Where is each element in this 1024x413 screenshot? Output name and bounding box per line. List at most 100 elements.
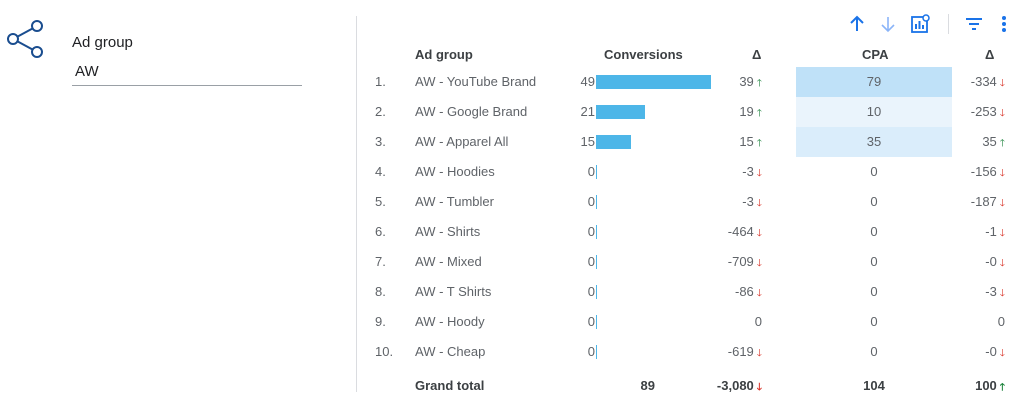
- conversions-value: 0: [587, 254, 595, 269]
- ad-group-name: AW - Apparel All: [415, 134, 509, 149]
- delta-conversions-value: -619: [727, 344, 754, 359]
- arrow-down-icon: 🡓: [999, 258, 1005, 269]
- header-delta-conversions[interactable]: Δ: [752, 47, 762, 62]
- arrow-up-icon: 🡑: [756, 78, 762, 89]
- conversions-bar: [596, 225, 597, 239]
- delta-conversions-value: 19: [739, 104, 754, 119]
- conversions-value: 0: [587, 344, 595, 359]
- ad-group-filter-input[interactable]: [72, 58, 302, 86]
- arrow-down-icon: 🡓: [999, 348, 1005, 359]
- grand-total-delta-conversions: -3,080 🡓: [672, 371, 762, 401]
- row-index: 7.: [375, 254, 386, 269]
- cpa-value: 0: [870, 194, 878, 209]
- grand-total-delta-conversions-value: -3,080: [716, 378, 754, 393]
- table-row[interactable]: 5. AW - Tumbler 0 -3 🡓 0 -187 🡓: [360, 187, 1020, 217]
- delta-conversions-value: 0: [754, 314, 762, 329]
- delta-cpa-value: -1: [985, 224, 997, 239]
- arrow-down-icon: 🡓: [999, 108, 1005, 119]
- chart-explore-icon: [911, 14, 930, 33]
- delta-conversions: 39 🡑: [672, 67, 762, 97]
- table-row[interactable]: 1. AW - YouTube Brand 49 39 🡑 79 -334 🡓: [360, 67, 1020, 97]
- conversions-value: 0: [587, 164, 595, 179]
- explore-chart-button[interactable]: [909, 13, 931, 35]
- delta-cpa-value: -3: [985, 284, 997, 299]
- arrow-down-icon: [881, 17, 895, 33]
- conversions-value: 0: [587, 314, 595, 329]
- arrow-down-icon: 🡓: [756, 258, 762, 269]
- delta-cpa: -334 🡓: [945, 67, 1005, 97]
- delta-conversions: -86 🡓: [672, 277, 762, 307]
- cpa-value: 0: [870, 254, 878, 269]
- ad-group-name: AW - Shirts: [415, 224, 481, 239]
- conversions-bar: [596, 195, 597, 209]
- header-delta-cpa[interactable]: Δ: [985, 47, 995, 62]
- cpa-value: 0: [870, 314, 878, 329]
- delta-conversions: 15 🡑: [672, 127, 762, 157]
- grand-total-delta-cpa: 100 🡑: [945, 371, 1005, 401]
- delta-conversions-value: 15: [739, 134, 754, 149]
- conversions-bar: [596, 285, 597, 299]
- conversions-value: 49: [580, 74, 595, 89]
- arrow-up-icon: 🡑: [999, 138, 1005, 149]
- arrow-down-icon: 🡓: [756, 228, 762, 239]
- arrow-down-icon: 🡓: [756, 168, 762, 179]
- table-row[interactable]: 7. AW - Mixed 0 -709 🡓 0 -0 🡓: [360, 247, 1020, 277]
- conversions-bar: [596, 165, 597, 179]
- delta-conversions-value: 39: [739, 74, 754, 89]
- header-ad-group[interactable]: Ad group: [415, 47, 473, 62]
- arrow-down-icon: 🡓: [999, 78, 1005, 89]
- conversions-value: 0: [587, 194, 595, 209]
- ad-group-name: AW - Tumbler: [415, 194, 494, 209]
- ad-group-name: AW - YouTube Brand: [415, 74, 537, 89]
- delta-cpa: 0: [945, 307, 1005, 337]
- arrow-down-icon: 🡓: [756, 198, 762, 209]
- arrow-down-icon: 🡓: [999, 288, 1005, 299]
- delta-conversions-value: -709: [727, 254, 754, 269]
- conversions-bar: [596, 255, 597, 269]
- ad-group-name: AW - Cheap: [415, 344, 486, 359]
- table-row[interactable]: 3. AW - Apparel All 15 15 🡑 35 35 🡑: [360, 127, 1020, 157]
- cpa-value: 10: [866, 104, 882, 119]
- table-row[interactable]: 2. AW - Google Brand 21 19 🡑 10 -253 🡓: [360, 97, 1020, 127]
- grand-total-label: Grand total: [415, 378, 485, 393]
- table-row[interactable]: 4. AW - Hoodies 0 -3 🡓 0 -156 🡓: [360, 157, 1020, 187]
- arrow-up-icon: 🡑: [999, 382, 1005, 393]
- delta-conversions: 19 🡑: [672, 97, 762, 127]
- header-conversions[interactable]: Conversions: [604, 47, 683, 62]
- row-index: 6.: [375, 224, 386, 239]
- delta-cpa: -0 🡓: [945, 337, 1005, 367]
- table-row[interactable]: 9. AW - Hoody 0 0 0 0: [360, 307, 1020, 337]
- filter-icon: [966, 18, 982, 30]
- delta-conversions-value: -3: [742, 194, 754, 209]
- delta-cpa: 35 🡑: [945, 127, 1005, 157]
- delta-cpa: -187 🡓: [945, 187, 1005, 217]
- cpa-value: 35: [866, 134, 882, 149]
- filter-button[interactable]: [964, 13, 984, 35]
- conversions-bar: [596, 135, 631, 149]
- share-icon[interactable]: [5, 19, 45, 59]
- table-row[interactable]: 8. AW - T Shirts 0 -86 🡓 0 -3 🡓: [360, 277, 1020, 307]
- row-index: 1.: [375, 74, 386, 89]
- sort-ascending-button[interactable]: [847, 13, 867, 35]
- delta-conversions: -709 🡓: [672, 247, 762, 277]
- delta-cpa: -156 🡓: [945, 157, 1005, 187]
- row-index: 2.: [375, 104, 386, 119]
- header-cpa[interactable]: CPA: [862, 47, 889, 62]
- table-row[interactable]: 10. AW - Cheap 0 -619 🡓 0 -0 🡓: [360, 337, 1020, 367]
- delta-cpa-value: -156: [970, 164, 997, 179]
- conversions-value: 0: [587, 284, 595, 299]
- delta-cpa-value: 35: [982, 134, 997, 149]
- cpa-heat-cell: [796, 127, 952, 157]
- more-vert-icon: [1002, 16, 1006, 32]
- arrow-down-icon: 🡓: [999, 168, 1005, 179]
- ad-group-name: AW - Hoody: [415, 314, 485, 329]
- table-row[interactable]: 6. AW - Shirts 0 -464 🡓 0 -1 🡓: [360, 217, 1020, 247]
- row-index: 8.: [375, 284, 386, 299]
- sort-descending-button[interactable]: [878, 13, 898, 35]
- cpa-heat-cell: [796, 97, 952, 127]
- delta-cpa-value: -334: [970, 74, 997, 89]
- row-index: 3.: [375, 134, 386, 149]
- cpa-heat-cell: [796, 67, 952, 97]
- more-options-button[interactable]: [996, 13, 1012, 35]
- ad-group-name: AW - T Shirts: [415, 284, 492, 299]
